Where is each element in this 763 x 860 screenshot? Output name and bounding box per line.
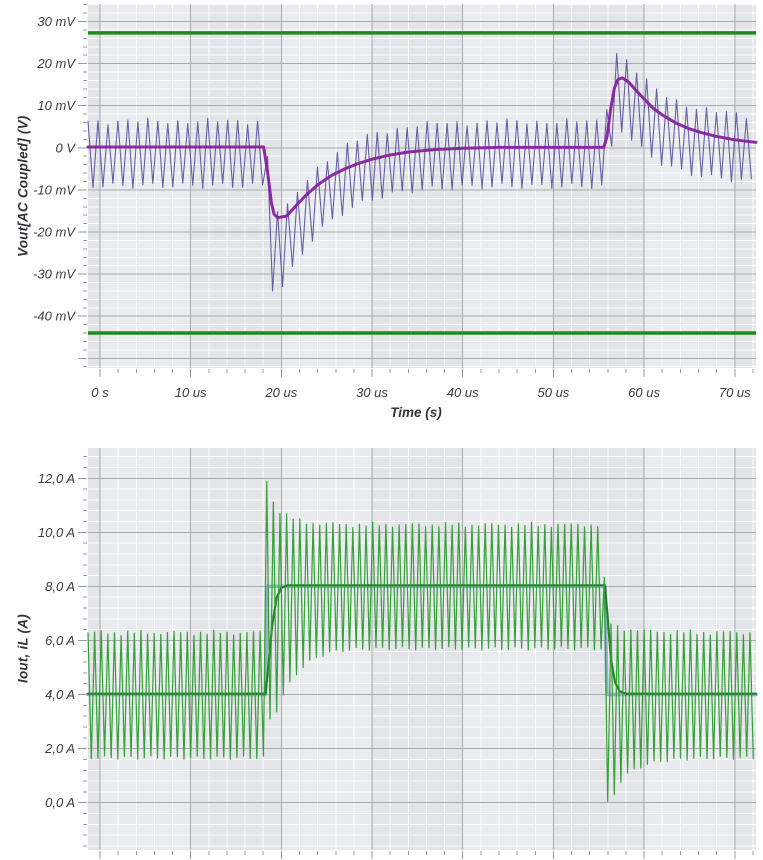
vout-x-tick-label: 40 us xyxy=(447,385,479,400)
vout-average xyxy=(86,76,758,220)
vout-y-tick-label: 20 mV xyxy=(36,56,76,71)
vout-x-tick-label: 10 us xyxy=(175,385,207,400)
il-grid-major xyxy=(88,448,756,850)
vout-x-tick-label: 30 us xyxy=(356,385,388,400)
il-y-tick-label: 6,0 A xyxy=(45,633,75,648)
il-y-tick-label: 0,0 A xyxy=(45,795,75,810)
vout-y-tick-label: -10 mV xyxy=(33,182,76,197)
vout-ac-ripple xyxy=(87,52,752,292)
il-tick-marks xyxy=(78,456,754,859)
vout-y-tick-label: -20 mV xyxy=(33,225,76,240)
vout-grid-minor xyxy=(88,4,756,368)
il-y-axis-title: Iout, iL (A) xyxy=(15,614,31,684)
il-y-tick-label: 2,0 A xyxy=(44,741,75,756)
il-chart: 12,0 A 10,0 A 8,0 A 6,0 A 4,0 A 2,0 A 0,0 A xyxy=(38,448,758,859)
vout-series xyxy=(86,31,758,335)
vout-x-tick-label: 20 us xyxy=(264,385,297,400)
vout-x-tick-label: 0 s xyxy=(91,385,109,400)
il-y-tick-label: 12,0 A xyxy=(38,471,75,486)
il-y-tick-labels: 12,0 A 10,0 A 8,0 A 6,0 A 4,0 A 2,0 A 0,0 A xyxy=(38,471,75,810)
vout-y-tick-label: -40 mV xyxy=(33,309,76,324)
vout-y-tick-label: 30 mV xyxy=(37,14,76,29)
vout-x-tick-label: 50 us xyxy=(538,385,570,400)
vout-y-tick-label: 10 mV xyxy=(37,98,76,113)
vout-y-tick-label: -30 mV xyxy=(33,267,76,282)
il-ripple xyxy=(87,480,754,803)
time-axis-title: Time (s) xyxy=(390,405,442,420)
vout-tick-marks xyxy=(78,4,754,377)
vout-y-axis-title: Vout[AC Coupled] (V) xyxy=(15,115,31,257)
vout-chart: 30 mV 20 mV 10 mV 0 V -10 mV -20 mV -30 mV -40 … xyxy=(33,4,758,400)
il-series xyxy=(86,480,758,803)
vout-x-tick-label: 70 us xyxy=(719,385,751,400)
vout-y-tick-label: 0 V xyxy=(55,140,76,155)
il-y-tick-label: 8,0 A xyxy=(45,579,75,594)
vout-x-tick-labels: 0 s 10 us 20 us 30 us 40 us 50 us 60 us 70 us xyxy=(91,385,751,400)
il-y-tick-label: 4,0 A xyxy=(45,687,75,702)
il-grid-minor xyxy=(88,448,756,850)
vout-y-tick-labels: 30 mV 20 mV 10 mV 0 V -10 mV -20 mV -30 mV -40 … xyxy=(33,14,76,324)
vout-x-tick-label: 60 us xyxy=(628,385,660,400)
il-y-tick-label: 10,0 A xyxy=(38,525,75,540)
